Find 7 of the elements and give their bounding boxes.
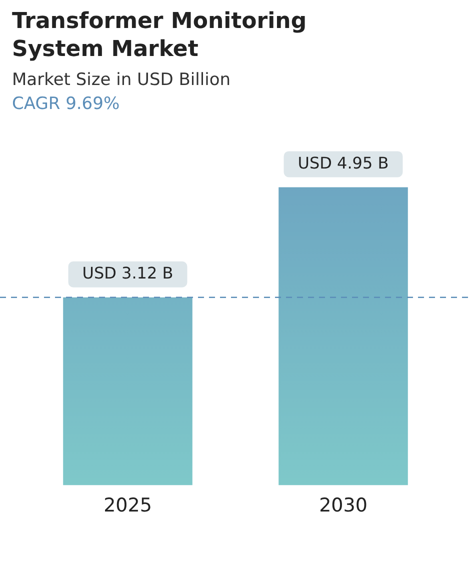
x-tick-label: 2025 xyxy=(104,494,152,517)
data-label: USD 3.12 B xyxy=(82,264,174,283)
text: CAGR 9.69% xyxy=(12,94,121,114)
chart-title: Transformer Monitoring System Market xyxy=(12,8,308,64)
data-label: USD 4.95 B xyxy=(298,153,389,172)
chart-subtitle: Market Size in USD Billion xyxy=(12,70,232,90)
x-tick-label: 2030 xyxy=(319,494,368,517)
